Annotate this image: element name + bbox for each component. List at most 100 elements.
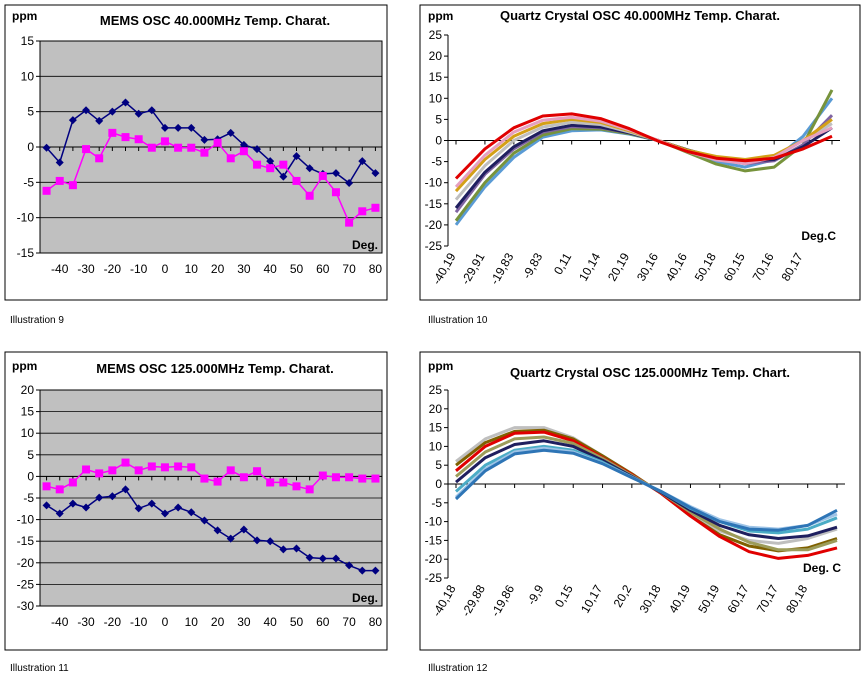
point-marker <box>226 466 235 475</box>
point-marker <box>174 143 183 152</box>
chart-panel: Quartz Crystal OSC 40.000MHz Temp. Chara… <box>419 4 861 326</box>
y-tick-label: -20 <box>17 556 35 570</box>
point-marker <box>147 106 156 115</box>
x-tick-label: -10 <box>130 615 148 629</box>
y-tick-label: -5 <box>431 496 442 510</box>
x-tick-label: 0 <box>162 262 169 276</box>
point-marker <box>331 169 340 178</box>
point-marker <box>147 462 156 471</box>
point-marker <box>253 467 262 476</box>
y-tick-label: -10 <box>425 176 443 190</box>
point-marker <box>200 148 209 157</box>
point-marker <box>55 158 64 167</box>
x-tick-label: 30 <box>237 615 251 629</box>
point-marker <box>147 143 156 152</box>
point-marker <box>253 160 262 169</box>
y-tick-label: 10 <box>429 439 443 453</box>
x-tick-label: 50 <box>290 615 304 629</box>
point-marker <box>358 207 367 216</box>
point-marker <box>68 116 77 125</box>
y-tick-label: 20 <box>429 49 443 63</box>
point-marker <box>266 164 275 173</box>
x-axis-label: Deg. C <box>803 561 841 575</box>
y-tick-label: -10 <box>425 515 443 529</box>
x-tick-label: 20 <box>211 262 225 276</box>
y-tick-label: -30 <box>17 599 35 613</box>
point-marker <box>187 123 196 132</box>
point-marker <box>292 176 301 185</box>
point-marker <box>279 160 288 169</box>
y-tick-label: 15 <box>429 421 443 435</box>
x-tick-label: -20 <box>104 615 122 629</box>
caption: Illustration 10 <box>428 315 488 326</box>
point-marker <box>82 465 91 474</box>
point-marker <box>108 466 117 475</box>
x-tick-label: -40 <box>51 262 69 276</box>
series-line <box>454 448 838 532</box>
point-marker <box>108 128 117 137</box>
caption: Illustration 11 <box>10 663 69 674</box>
y-tick-label: 10 <box>21 69 35 83</box>
point-marker <box>358 157 367 166</box>
y-tick-label: 0 <box>435 477 442 491</box>
y-tick-label: -25 <box>425 239 443 253</box>
point-marker <box>279 172 288 181</box>
y-tick-label: -15 <box>17 246 35 260</box>
y-axis-label: ppm <box>12 9 37 23</box>
point-marker <box>331 188 340 197</box>
x-tick-label: 30 <box>237 262 251 276</box>
point-marker <box>239 525 248 534</box>
x-tick-label: 80 <box>369 262 383 276</box>
point-marker <box>187 508 196 517</box>
point-marker <box>345 218 354 227</box>
point-marker <box>331 473 340 482</box>
point-marker <box>305 553 314 562</box>
point-marker <box>42 501 51 510</box>
y-tick-label: 15 <box>429 70 443 84</box>
point-marker <box>95 493 104 502</box>
point-marker <box>305 164 314 173</box>
point-marker <box>42 482 51 491</box>
point-marker <box>213 526 222 535</box>
point-marker <box>134 109 143 118</box>
point-marker <box>42 143 51 152</box>
point-marker <box>371 566 380 575</box>
point-marker <box>82 106 91 115</box>
point-marker <box>134 135 143 144</box>
point-marker <box>345 473 354 482</box>
point-marker <box>121 133 130 142</box>
y-tick-label: 10 <box>429 91 443 105</box>
point-marker <box>108 107 117 116</box>
y-tick-label: -5 <box>23 491 34 505</box>
chart-panel: MEMS OSC 125.000MHz Temp. Charat. ppm Illu… <box>4 351 388 674</box>
point-marker <box>266 537 275 546</box>
x-tick-label: 70 <box>342 615 356 629</box>
point-marker <box>55 509 64 518</box>
y-axis-label: ppm <box>428 9 453 23</box>
x-tick-label: 40 <box>264 615 278 629</box>
point-marker <box>371 203 380 212</box>
point-marker <box>213 477 222 486</box>
y-tick-label: -20 <box>425 552 443 566</box>
series-line <box>454 112 833 180</box>
point-marker <box>200 474 209 483</box>
x-tick-label: 50 <box>290 262 304 276</box>
x-tick-label: 10 <box>185 262 199 276</box>
point-marker <box>174 462 183 471</box>
point-marker <box>55 485 64 494</box>
x-tick-label: 80 <box>369 615 383 629</box>
point-marker <box>318 171 327 180</box>
y-tick-label: -25 <box>17 577 35 591</box>
point-marker <box>174 123 183 132</box>
point-marker <box>226 154 235 163</box>
point-marker <box>318 471 327 480</box>
point-marker <box>95 154 104 163</box>
chart-title: MEMS OSC 125.000MHz Temp. Charat. <box>96 361 333 376</box>
point-marker <box>160 123 169 132</box>
x-tick-label: -20 <box>104 262 122 276</box>
point-marker <box>160 509 169 518</box>
point-marker <box>82 503 91 512</box>
point-marker <box>371 169 380 178</box>
point-marker <box>108 492 117 501</box>
